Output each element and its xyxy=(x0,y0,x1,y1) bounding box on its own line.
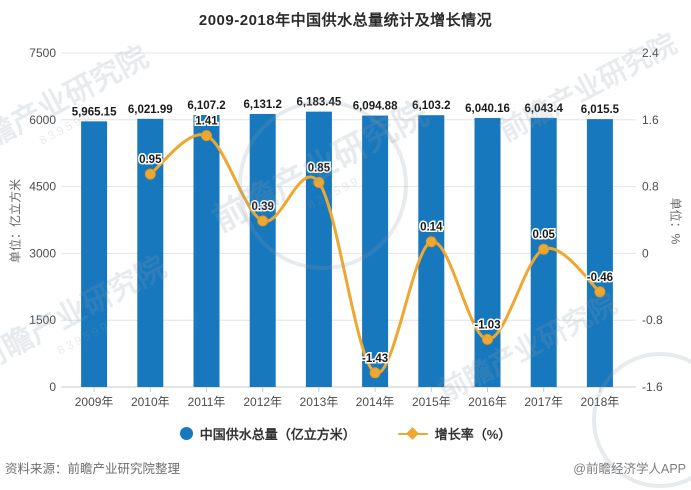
bar-series-marker-icon xyxy=(179,427,193,440)
line-series-marker-icon xyxy=(397,427,428,440)
line-point-marker xyxy=(144,168,156,180)
line-point-marker xyxy=(313,176,325,188)
x-axis-label: 2017年 xyxy=(524,395,563,409)
legend-label: 增长率（%） xyxy=(434,427,512,442)
bar-value-label: 6,094.88 xyxy=(353,101,398,113)
footer-source: 资料来源：前瞻产业研究院整理 xyxy=(5,462,181,476)
bar-value-label: 6,021.99 xyxy=(128,104,173,116)
line-value-label: 0.95 xyxy=(139,154,162,166)
bar-2009-2018 xyxy=(362,115,389,387)
bar-value-label: 6,183.45 xyxy=(297,97,342,109)
footer-credit: @前瞻经济学人APP xyxy=(573,462,686,476)
x-axis-label: 2015年 xyxy=(412,395,451,409)
legend-item-supply: 中国供水总量（亿立方米） xyxy=(179,424,356,443)
line-value-label: 0.85 xyxy=(308,162,331,174)
line-point-marker xyxy=(257,215,269,227)
line-value-label: 1.41 xyxy=(195,116,218,128)
y-axis-left-tick-label: 0 xyxy=(49,380,56,394)
x-axis-label: 2016年 xyxy=(468,395,507,409)
bar-2009-2018 xyxy=(193,115,220,387)
line-value-label: -0.46 xyxy=(587,272,613,284)
line-point-marker xyxy=(482,333,493,345)
x-axis-label: 2009年 xyxy=(75,395,114,409)
bar-value-label: 6,015.5 xyxy=(581,104,620,116)
bar-2009-2018 xyxy=(586,119,613,387)
y-axis-right-title: 单位：% xyxy=(668,197,683,245)
chart-title: 2009-2018年中国供水总量统计及增长情况 xyxy=(198,12,493,29)
bar-2009-2018 xyxy=(249,113,276,388)
y-axis-right-tick-label: 0.8 xyxy=(642,180,659,194)
line-point-marker xyxy=(201,130,212,142)
x-axis-label: 2018年 xyxy=(581,395,620,409)
y-axis-left-tick-label: 6000 xyxy=(29,113,56,127)
y-axis-left-tick-label: 4500 xyxy=(29,180,56,194)
line-value-label: 0.14 xyxy=(420,222,443,234)
y-axis-left-tick-label: 7500 xyxy=(29,46,56,60)
x-axis-label: 2012年 xyxy=(243,395,282,409)
line-point-marker xyxy=(594,286,606,298)
line-point-marker xyxy=(369,367,381,379)
y-axis-left-title: 单位：亿立方米 xyxy=(8,178,23,264)
bar-2009-2018 xyxy=(305,111,332,387)
x-axis-label: 2010年 xyxy=(131,395,170,409)
y-axis-left-tick-label: 3000 xyxy=(29,246,56,260)
legend: 中国供水总量（亿立方米） 增长率（%） xyxy=(0,424,691,443)
bar-value-label: 6,043.4 xyxy=(525,103,564,115)
y-axis-right-tick-label: 1.6 xyxy=(642,113,659,127)
y-axis-right-tick-label: 2.4 xyxy=(642,46,659,60)
line-point-marker xyxy=(425,236,437,248)
bar-2009-2018 xyxy=(137,118,164,387)
legend-item-growth: 增长率（%） xyxy=(397,424,512,443)
line-point-marker xyxy=(538,243,550,255)
bar-value-label: 6,040.16 xyxy=(465,103,510,115)
y-axis-right-tick-label: -0.8 xyxy=(642,313,663,327)
y-axis-left-tick-label: 1500 xyxy=(29,313,56,327)
bar-value-label: 6,131.2 xyxy=(244,99,282,111)
line-value-label: 0.05 xyxy=(533,229,556,241)
line-value-label: -1.43 xyxy=(362,353,388,365)
bar-value-label: 6,103.2 xyxy=(412,100,450,112)
bar-value-label: 5,965.15 xyxy=(72,106,117,118)
y-axis-right-tick-label: -1.6 xyxy=(642,380,663,394)
bar-value-label: 6,107.2 xyxy=(187,100,225,112)
line-value-label: 0.39 xyxy=(252,201,274,213)
x-axis-label: 2011年 xyxy=(188,395,226,409)
line-value-label: -1.03 xyxy=(474,319,500,331)
bar-2009-2018 xyxy=(81,121,108,387)
chart-canvas: 0 -1.6 1500 -0.8 3000 0 4500 0.8 6000 1.6 7500 2.4 5… xyxy=(29,46,663,409)
x-axis-label: 2014年 xyxy=(356,395,395,409)
legend-label: 中国供水总量（亿立方米） xyxy=(199,427,356,442)
x-axis-label: 2013年 xyxy=(300,395,339,409)
bar-2009-2018 xyxy=(474,118,501,388)
y-axis-right-tick-label: 0 xyxy=(642,246,649,260)
